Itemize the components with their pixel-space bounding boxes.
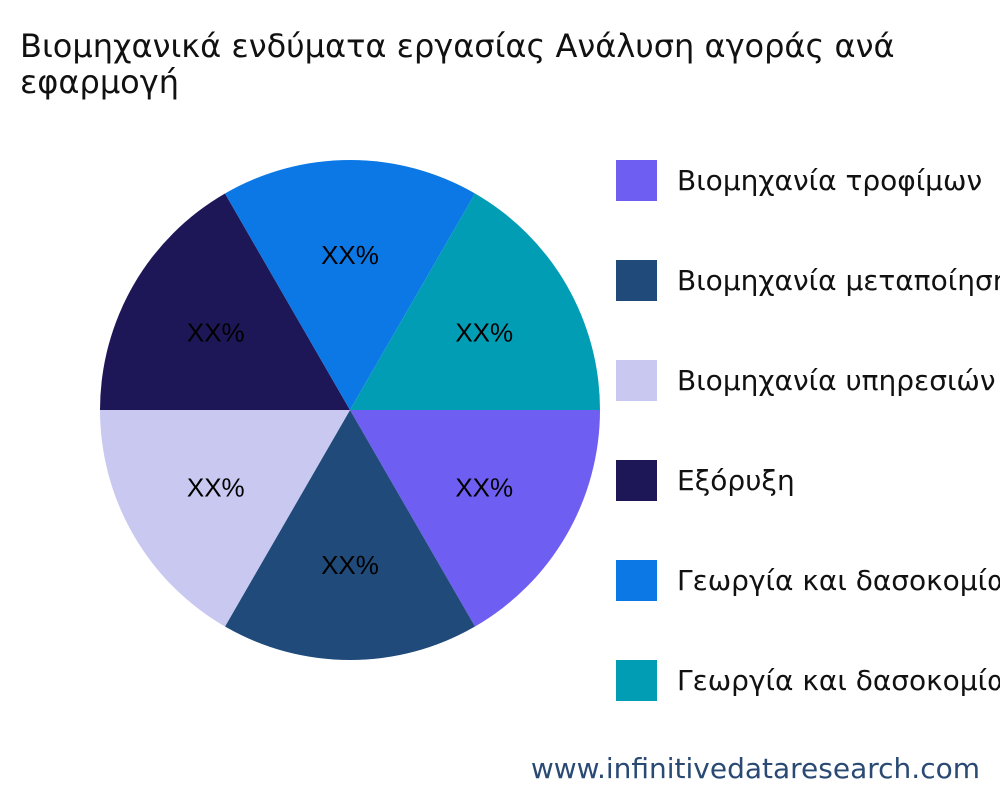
pie-slice-0 — [350, 410, 600, 627]
pie-slice-3 — [100, 193, 350, 410]
legend-item-2: Βιομηχανία υπηρεσιών — [616, 355, 1000, 405]
legend-item-4: Γεωργία και δασοκομία — [616, 555, 1000, 605]
legend-label: Γεωργία και δασοκομία — [677, 563, 1000, 597]
legend-swatch — [616, 259, 657, 301]
chart-title: Βιομηχανικά ενδύματα εργασίας Ανάλυση αγ… — [20, 27, 895, 101]
legend-swatch — [616, 459, 657, 501]
legend-swatch — [616, 559, 657, 601]
slice-label-3: XX% — [187, 318, 245, 348]
legend-item-1: Βιομηχανία μεταποίησης — [616, 255, 1000, 305]
pie-slice-5 — [350, 193, 600, 410]
legend-label: Βιομηχανία υπηρεσιών — [677, 363, 996, 397]
legend-item-0: Βιομηχανία τροφίμων — [616, 155, 1000, 205]
pie-slice-2 — [100, 410, 350, 627]
legend-swatch — [616, 159, 657, 201]
legend-swatch — [616, 359, 657, 401]
slice-label-1: XX% — [321, 550, 379, 580]
legend-item-3: Εξόρυξη — [616, 455, 1000, 505]
legend-label: Βιομηχανία τροφίμων — [677, 163, 983, 197]
slice-label-5: XX% — [455, 318, 513, 348]
source-url: www.infinitivedataresearch.com — [530, 752, 980, 785]
slice-label-0: XX% — [455, 473, 513, 503]
legend: Βιομηχανία τροφίμων Βιομηχανία μεταποίηση… — [616, 155, 1000, 755]
legend-label: Εξόρυξη — [677, 463, 795, 497]
legend-item-5: Γεωργία και δασοκομία — [616, 655, 1000, 705]
legend-swatch — [616, 659, 657, 701]
slice-label-4: XX% — [321, 240, 379, 270]
pie-slice-1 — [225, 410, 475, 660]
legend-label: Γεωργία και δασοκομία — [677, 663, 1000, 697]
slice-label-2: XX% — [187, 473, 245, 503]
legend-label: Βιομηχανία μεταποίησης — [677, 263, 1000, 297]
pie-slice-4 — [225, 160, 475, 410]
